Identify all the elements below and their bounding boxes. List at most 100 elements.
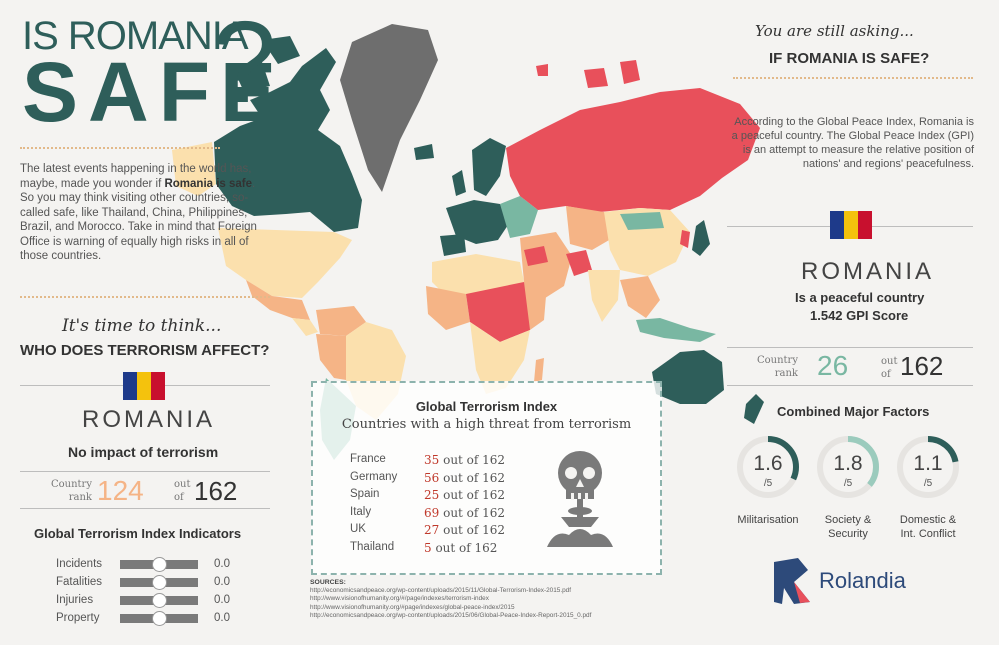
source-link[interactable]: http://economicsandpeace.org/wp-content/… <box>310 611 592 619</box>
factor-label-line-2: Security <box>828 528 868 540</box>
peace-rank-value: 26 <box>817 350 849 381</box>
factor-gauge-fill <box>817 436 879 498</box>
gti-rank-number: 27 <box>424 523 440 537</box>
china-shape <box>604 208 690 276</box>
factors-title: Combined Major Factors <box>777 404 930 419</box>
gti-country-row: UK 27 out of 162 <box>350 523 580 540</box>
korea-shape <box>680 230 690 248</box>
title-question-mark: ? <box>212 0 277 127</box>
gti-rank-number: 56 <box>424 471 440 485</box>
gti-country-rank: 69 out of 162 <box>424 506 505 520</box>
indicators-title: Global Terrorism Index Indicators <box>34 526 242 541</box>
romania-flag-left <box>123 372 165 400</box>
gti-rank-number: 35 <box>424 453 440 467</box>
indicator-slider-knob <box>151 592 167 608</box>
west-africa-shape <box>426 286 470 330</box>
terrorism-out-label: out of <box>174 478 190 504</box>
terrorism-rank-top-rule <box>20 471 270 472</box>
factor-label: Society & Security <box>803 513 893 541</box>
peace-line-2: 1.542 GPI Score <box>810 308 909 323</box>
intro-divider <box>20 296 270 298</box>
japan-shape <box>692 220 710 256</box>
peace-rank-label: Country rank <box>750 354 798 380</box>
terrorism-rank-value: 124 <box>97 475 144 506</box>
indicator-slider-knob <box>151 556 167 572</box>
greenland-shape <box>340 24 438 192</box>
factor-label: Militarisation <box>723 513 813 527</box>
peace-rank-label-2: rank <box>774 368 798 379</box>
russia-shape <box>506 88 760 212</box>
gti-country-name: Spain <box>350 488 380 500</box>
gti-rank-suffix: out of 162 <box>439 471 506 485</box>
gti-rank-suffix: out of 162 <box>439 488 506 502</box>
north-africa-shape <box>432 254 524 296</box>
factor-denominator: /5 <box>763 478 773 489</box>
madagascar-shape <box>534 358 544 382</box>
peace-heading: IF ROMANIA IS SAFE? <box>769 50 930 67</box>
peace-total-value: 162 <box>900 351 944 381</box>
source-link[interactable]: http://www.visionofhumanity.org/#/page/i… <box>310 595 489 603</box>
romania-flag-right <box>830 211 872 239</box>
gti-rank-suffix: out of 162 <box>439 506 506 520</box>
title-line-1: IS ROMANIA <box>22 14 249 58</box>
factor-label-line-1: Society & <box>824 514 872 526</box>
new-zealand-shape <box>744 394 764 424</box>
gti-country-rank: 25 out of 162 <box>424 488 505 502</box>
gti-country-name: Italy <box>350 506 372 518</box>
factor-label-line-2: Int. Conflict <box>900 528 956 540</box>
factor-gauge: 1.1/5 <box>895 434 961 500</box>
terrorism-impact: No impact of terrorism <box>68 444 219 460</box>
indicator-slider-knob <box>151 574 167 590</box>
rolandia-logo-icon <box>774 558 810 604</box>
factor-denominator: /5 <box>923 478 933 489</box>
australia-shape <box>652 350 724 404</box>
gti-subtitle: Countries with a high threat from terror… <box>341 417 632 432</box>
central-america-shape <box>292 318 318 336</box>
gti-country-row: Spain 25 out of 162 <box>350 488 580 505</box>
indicator-row: Fatalities 0.0 <box>56 573 246 591</box>
southeast-asia-shape <box>620 276 660 318</box>
east-africa-shape <box>524 282 546 330</box>
factor-gauge-fill <box>737 436 799 498</box>
title-divider <box>20 147 220 149</box>
gti-country-rank: 27 out of 162 <box>424 523 505 537</box>
russia-north-islands <box>536 60 640 88</box>
source-link[interactable]: http://www.visionofhumanity.org/#page/in… <box>310 603 515 611</box>
gti-country-name: Germany <box>350 471 398 483</box>
uk-shape <box>452 170 466 196</box>
gti-rank-suffix: out of 162 <box>439 453 506 467</box>
terrorism-total-value: 162 <box>194 476 238 506</box>
indicator-row: Incidents 0.0 <box>56 555 246 573</box>
indicator-slider <box>120 574 198 590</box>
peace-rank-label-1: Country <box>756 355 798 366</box>
intro-text-bold: Romania is safe <box>164 177 253 190</box>
title-line-2: SAFE <box>22 45 287 139</box>
peru-bolivia-shape <box>316 334 346 380</box>
gti-rank-number: 5 <box>424 541 432 555</box>
terrorism-out-label-1: out <box>174 479 191 490</box>
factor-gauge: 1.8/5 <box>815 434 881 500</box>
factor-value: 1.1 <box>913 452 943 475</box>
terrorism-rank-label: Country rank <box>44 478 92 504</box>
india-shape <box>588 270 620 322</box>
indonesia-shape <box>636 318 716 342</box>
gti-country-rank: 5 out of 162 <box>424 541 497 555</box>
indicator-slider <box>120 610 198 626</box>
factor-gauge-fill <box>897 436 959 498</box>
terrorism-rank-label-1: Country <box>50 479 92 490</box>
gti-box: Global Terrorism Index Countries with a … <box>311 381 662 575</box>
eastern-europe-shape <box>500 196 538 238</box>
peace-out-label-1: out <box>881 356 898 367</box>
peace-divider <box>733 77 973 79</box>
indicator-value: 0.0 <box>214 558 230 570</box>
factor-denominator: /5 <box>843 478 853 489</box>
indicator-label: Incidents <box>56 558 103 570</box>
source-link[interactable]: http://economicsandpeace.org/wp-content/… <box>310 587 571 595</box>
terrorism-out-label-2: of <box>174 492 184 503</box>
indicator-row: Property 0.0 <box>56 609 246 627</box>
terrorism-rank-bottom-rule <box>20 508 270 509</box>
indicator-slider-knob <box>151 610 167 626</box>
indicator-value: 0.0 <box>214 594 230 606</box>
factor-gauge-ring <box>737 436 799 498</box>
gti-country-name: France <box>350 453 386 465</box>
